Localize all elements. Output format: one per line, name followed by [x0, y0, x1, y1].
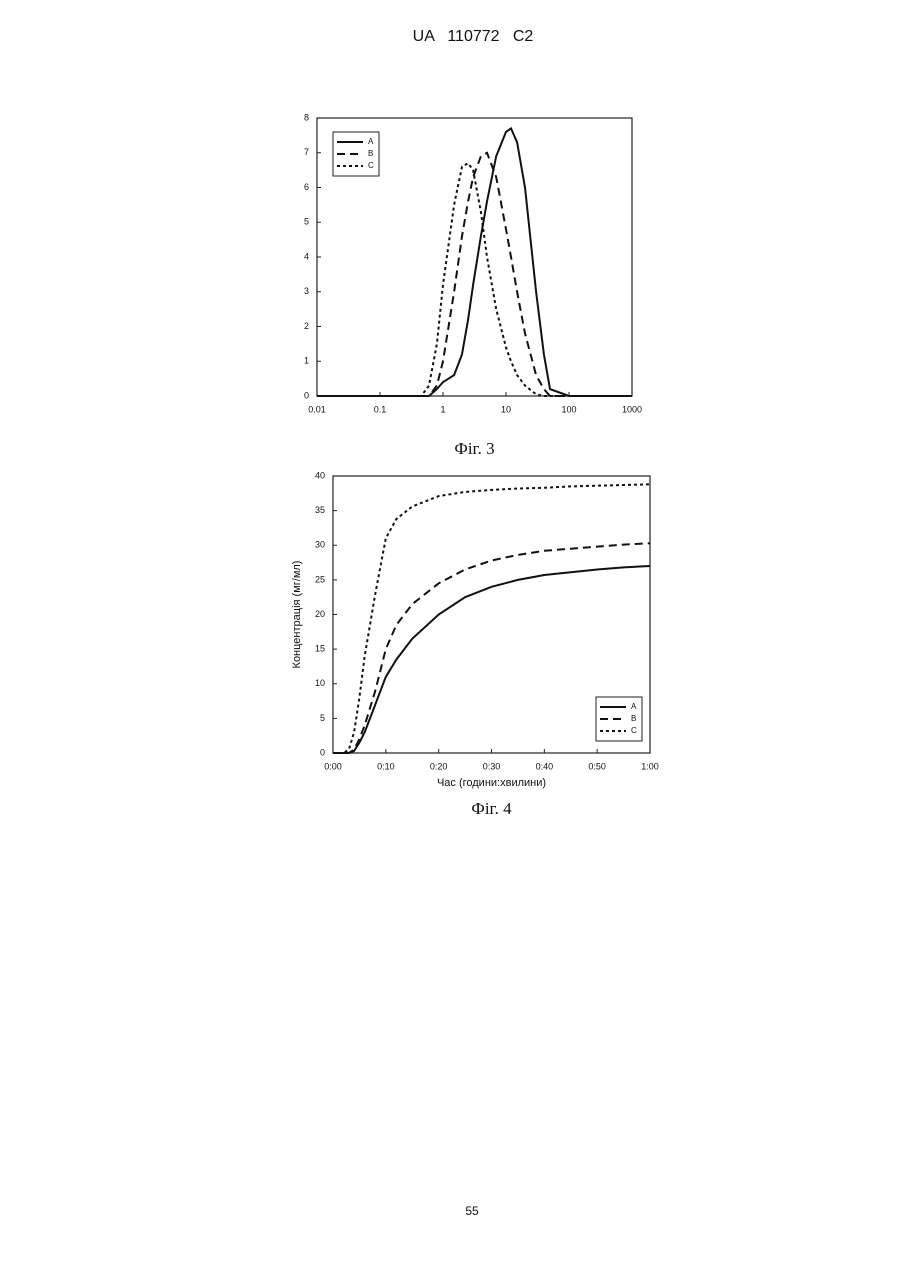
y-axis-label: Концентрація (мг/мл): [291, 561, 303, 669]
y-tick-label: 40: [315, 470, 325, 480]
figure-caption: Фіг. 4: [471, 799, 512, 818]
x-tick-label: 0.1: [374, 404, 387, 414]
x-tick-label: 0:40: [536, 761, 554, 771]
legend-label: A: [631, 702, 637, 711]
x-tick-label: 0:00: [324, 761, 342, 771]
page: UA 110772 C2 55 0123456780.010.111010010…: [0, 0, 901, 1273]
y-tick-label: 25: [315, 574, 325, 584]
x-tick-label: 100: [561, 404, 576, 414]
y-tick-label: 4: [304, 251, 309, 261]
legend-label: A: [368, 137, 374, 146]
y-tick-label: 5: [304, 217, 309, 227]
x-tick-label: 10: [501, 404, 511, 414]
y-tick-label: 3: [304, 286, 309, 296]
legend-label: C: [631, 726, 637, 735]
header: UA 110772 C2: [413, 28, 534, 45]
y-tick-label: 5: [320, 713, 325, 723]
y-tick-label: 6: [304, 182, 309, 192]
x-tick-label: 1:00: [641, 761, 659, 771]
y-tick-label: 8: [304, 112, 309, 122]
x-tick-label: 1000: [622, 404, 642, 414]
y-tick-label: 0: [320, 747, 325, 757]
y-tick-label: 1: [304, 356, 309, 366]
legend-label: C: [368, 161, 374, 170]
x-tick-label: 0:10: [377, 761, 395, 771]
x-tick-label: 0:30: [483, 761, 501, 771]
x-tick-label: 0:50: [588, 761, 606, 771]
x-axis-label: Час (години:хвилини): [437, 777, 546, 789]
y-tick-label: 7: [304, 147, 309, 157]
page-number: 55: [465, 1204, 479, 1218]
legend-label: B: [368, 149, 373, 158]
figure-caption: Фіг. 3: [454, 439, 494, 458]
y-tick-label: 30: [315, 540, 325, 550]
y-tick-label: 10: [315, 678, 325, 688]
x-tick-label: 0:20: [430, 761, 448, 771]
y-tick-label: 0: [304, 390, 309, 400]
y-tick-label: 20: [315, 609, 325, 619]
x-tick-label: 1: [440, 404, 445, 414]
y-tick-label: 35: [315, 505, 325, 515]
x-tick-label: 0.01: [308, 404, 326, 414]
legend-label: B: [631, 714, 636, 723]
y-tick-label: 2: [304, 321, 309, 331]
y-tick-label: 15: [315, 644, 325, 654]
